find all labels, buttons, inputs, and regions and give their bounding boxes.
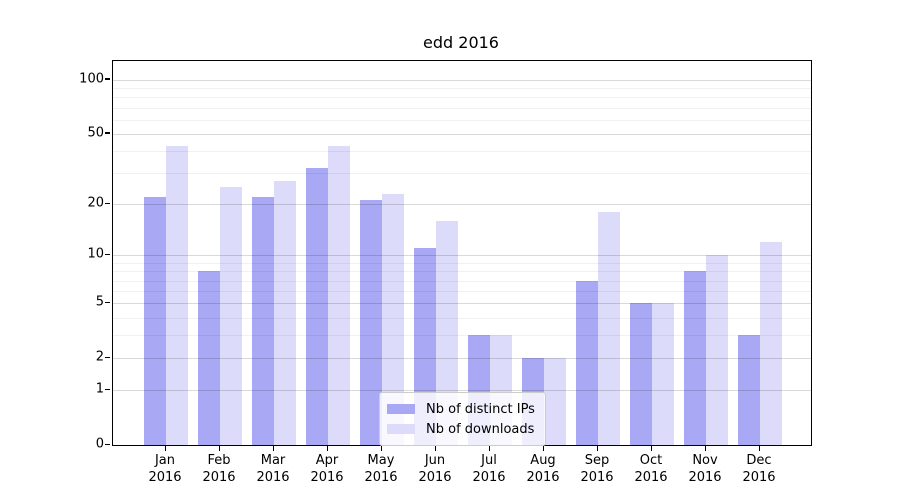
gridline-major-20 [113, 204, 811, 205]
x-tick-label-dec: Dec 2016 [742, 453, 776, 485]
x-tick-mark [272, 445, 274, 451]
y-tick-label-1: 1 [95, 381, 104, 397]
x-tick-label-nov: Nov 2016 [688, 453, 722, 485]
gridline-major-1 [113, 390, 811, 391]
bar-distinct-ips-sep [576, 281, 598, 445]
bar-distinct-ips-nov [684, 271, 706, 445]
y-tick-label-20: 20 [87, 195, 104, 211]
bar-downloads-sep [598, 212, 620, 445]
chart-title: edd 2016 [423, 33, 499, 52]
bar-distinct-ips-oct [630, 303, 652, 445]
plot-area: Nb of distinct IPs Nb of downloads [112, 60, 812, 446]
legend: Nb of distinct IPs Nb of downloads [379, 392, 546, 446]
bar-distinct-ips-dec [738, 335, 760, 445]
bar-downloads-aug [544, 358, 566, 445]
y-tick-label-50: 50 [87, 125, 104, 141]
y-tick-mark [105, 301, 110, 304]
bar-downloads-nov [706, 255, 728, 445]
y-tick-mark [105, 253, 110, 256]
bar-distinct-ips-feb [198, 271, 220, 445]
gridline-minor-60 [113, 120, 811, 121]
gridline-minor-9 [113, 263, 811, 264]
gridline-major-5 [113, 303, 811, 304]
y-tick-label-100: 100 [79, 71, 104, 87]
legend-item-downloads: Nb of downloads [387, 419, 537, 439]
bar-downloads-feb [220, 187, 242, 445]
gridline-minor-8 [113, 271, 811, 272]
gridline-minor-7 [113, 281, 811, 282]
y-tick-mark [105, 443, 110, 445]
legend-swatch-distinct-ips [387, 404, 415, 414]
gridline-minor-40 [113, 151, 811, 152]
y-tick-mark [105, 132, 110, 134]
bar-downloads-dec [760, 242, 782, 445]
y-tick-mark [105, 78, 110, 80]
x-tick-label-mar: Mar 2016 [256, 453, 290, 485]
x-tick-label-may: May 2016 [364, 453, 398, 485]
y-tick-label-0: 0 [95, 436, 104, 452]
legend-label-distinct-ips: Nb of distinct IPs [426, 401, 535, 417]
bar-downloads-apr [328, 146, 350, 445]
bar-downloads-jun [436, 221, 458, 445]
gridline-minor-90 [113, 88, 811, 89]
gridline-major-100 [113, 80, 811, 81]
bar-downloads-jan [166, 146, 188, 445]
gridline-minor-3 [113, 335, 811, 336]
bar-distinct-ips-may [360, 200, 382, 445]
x-tick-mark [218, 445, 220, 451]
gridline-major-10 [113, 255, 811, 256]
bar-distinct-ips-mar [252, 197, 274, 445]
y-tick-label-10: 10 [87, 246, 104, 262]
x-tick-mark [434, 445, 436, 451]
x-tick-label-oct: Oct 2016 [634, 453, 668, 485]
bar-downloads-mar [274, 181, 296, 445]
legend-label-downloads: Nb of downloads [426, 421, 535, 437]
x-tick-mark [596, 445, 598, 451]
gridline-major-2 [113, 358, 811, 359]
x-tick-mark [326, 445, 328, 451]
y-tick-label-5: 5 [95, 294, 104, 310]
legend-swatch-downloads [387, 424, 415, 434]
x-tick-label-feb: Feb 2016 [202, 453, 236, 485]
y-tick-mark [105, 388, 110, 391]
x-tick-mark [488, 445, 490, 451]
y-tick-mark [105, 202, 110, 205]
bar-distinct-ips-jan [144, 197, 166, 445]
x-tick-mark [704, 445, 706, 451]
x-tick-mark [542, 445, 544, 451]
x-tick-label-jan: Jan 2016 [148, 453, 182, 485]
x-tick-label-jul: Jul 2016 [472, 453, 506, 485]
gridline-minor-30 [113, 173, 811, 174]
x-tick-label-sep: Sep 2016 [580, 453, 614, 485]
bar-downloads-may [382, 194, 404, 445]
x-tick-mark [650, 445, 652, 451]
x-tick-mark [758, 445, 760, 451]
bar-downloads-oct [652, 303, 674, 445]
gridline-minor-80 [113, 97, 811, 98]
x-tick-label-jun: Jun 2016 [418, 453, 452, 485]
gridline-minor-70 [113, 108, 811, 109]
x-tick-label-apr: Apr 2016 [310, 453, 344, 485]
x-tick-label-aug: Aug 2016 [526, 453, 560, 485]
legend-item-distinct-ips: Nb of distinct IPs [387, 399, 537, 419]
bar-distinct-ips-apr [306, 168, 328, 445]
gridline-major-50 [113, 134, 811, 135]
y-tick-label-2: 2 [95, 349, 104, 365]
x-tick-mark [380, 445, 382, 451]
gridline-minor-4 [113, 318, 811, 319]
x-tick-mark [164, 445, 166, 451]
gridline-minor-6 [113, 291, 811, 292]
y-tick-mark [105, 356, 110, 359]
